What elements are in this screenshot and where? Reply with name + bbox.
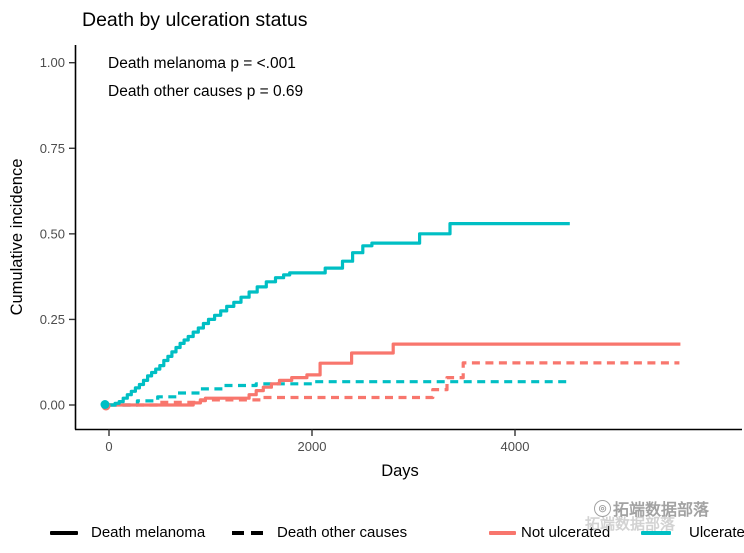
y-tick-label-2: 0.50 — [40, 226, 65, 241]
legend-key-ulcerated — [641, 531, 671, 535]
y-tick-label-3: 0.75 — [40, 141, 65, 156]
chart-legend: Death melanoma Death other causes Not ul… — [0, 518, 744, 553]
series-line-not-ulcerated-death-melanoma — [109, 342, 681, 407]
chart-title: Death by ulceration status — [82, 9, 308, 31]
y-tick-label-4: 1.00 — [40, 55, 65, 70]
x-tick-label-0: 0 — [105, 439, 112, 454]
annotation-pvalue-other: Death other causes p = 0.69 — [108, 83, 303, 100]
y-tick-label-0: 0.00 — [40, 398, 65, 413]
annotation-pvalue-melanoma: Death melanoma p = <.001 — [108, 55, 296, 72]
y-tick-label-1: 0.25 — [40, 312, 65, 327]
legend-label-not-ulcerated: Not ulcerated — [521, 524, 611, 541]
legend-key-solid-line — [50, 531, 78, 535]
x-axis-title: Days — [381, 462, 419, 480]
legend-key-not-ulcerated — [489, 531, 516, 535]
legend-key-dashed-line — [251, 531, 263, 535]
x-tick-label-1: 2000 — [298, 439, 327, 454]
legend-label-death-other-causes: Death other causes — [277, 524, 408, 541]
series-line-ulcerated-death-other-causes — [109, 380, 568, 407]
x-axis-ticks: 0 2000 4000 — [105, 429, 530, 454]
legend-label-ulcerated: Ulcerated — [689, 524, 744, 541]
series-line-ulcerated-death-melanoma — [109, 222, 570, 407]
origin-point-ulcerated — [100, 400, 110, 409]
x-tick-label-2: 4000 — [501, 439, 530, 454]
legend-key-dashed-line — [232, 531, 244, 535]
y-axis-title: Cumulative incidence — [8, 159, 26, 316]
y-axis-ticks: 0.00 0.25 0.50 0.75 1.00 — [40, 55, 75, 413]
legend-label-death-melanoma: Death melanoma — [91, 524, 206, 541]
series-line-not-ulcerated-death-other-causes — [109, 361, 680, 407]
chart-series-lines — [109, 222, 681, 407]
